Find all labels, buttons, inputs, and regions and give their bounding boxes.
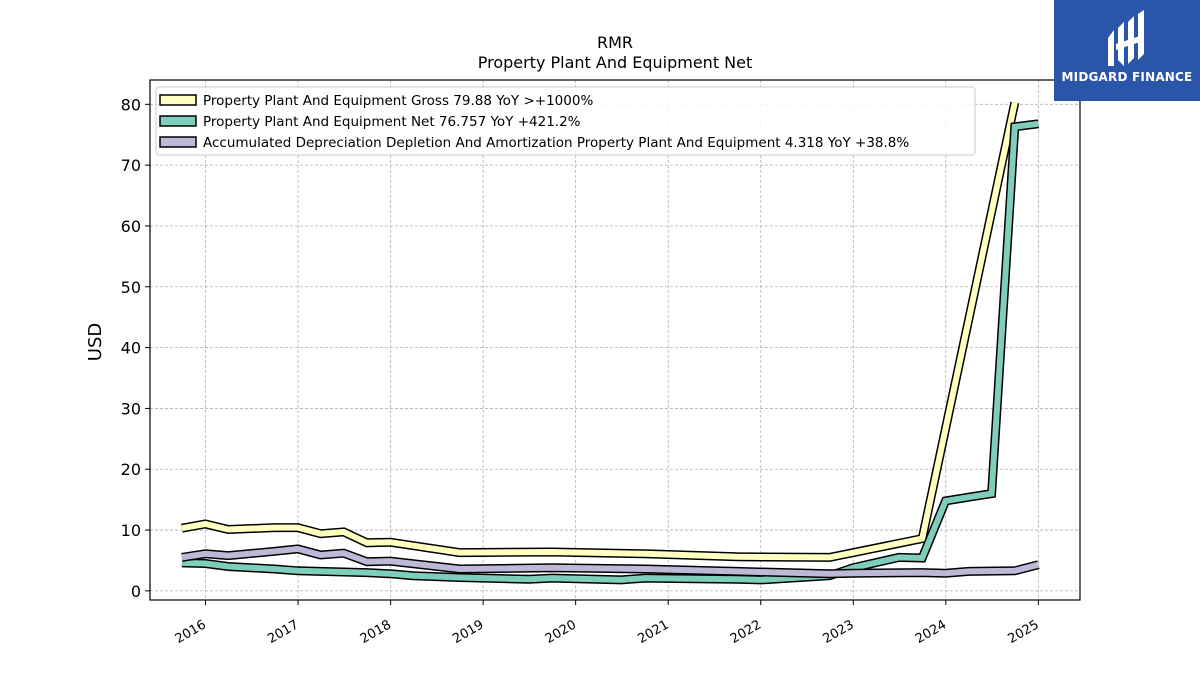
x-tick-label: 2020	[543, 617, 579, 647]
legend-items: Property Plant And Equipment Gross 79.88…	[159, 93, 909, 151]
legend-label: Property Plant And Equipment Net 76.757 …	[203, 114, 581, 130]
y-tick-label: 50	[121, 278, 141, 297]
x-tick-label: 2019	[450, 617, 486, 647]
legend-label: Property Plant And Equipment Gross 79.88…	[203, 93, 593, 109]
x-tick-label: 2022	[728, 617, 764, 647]
y-tick-label: 40	[121, 339, 141, 358]
legend: Property Plant And Equipment Gross 79.88…	[155, 86, 976, 156]
midgard-logo-mark-icon	[1108, 10, 1144, 66]
x-tick-label: 2021	[635, 617, 671, 647]
y-tick-label: 20	[121, 460, 141, 479]
brand-logo-text: MIDGARD FINANCE	[1061, 70, 1193, 84]
series-stroke	[181, 101, 1018, 561]
x-tick-label: 2018	[358, 617, 394, 647]
legend-swatch	[159, 136, 197, 148]
grid-lines	[150, 80, 1080, 600]
legend-item-1: Property Plant And Equipment Gross 79.88…	[159, 93, 593, 109]
x-axis-ticks: 2016 2017 2018 2019 2020 2021 2022 2023 2024 2025	[173, 600, 1042, 647]
series-lines	[181, 101, 1040, 585]
series-outline	[181, 119, 1039, 585]
chart-title: RMR	[597, 33, 633, 52]
y-tick-label: 80	[121, 95, 141, 114]
x-tick-label: 2017	[265, 617, 301, 647]
y-tick-label: 10	[121, 521, 141, 540]
legend-swatch	[159, 115, 197, 127]
chart-subtitle: Property Plant And Equipment Net	[478, 53, 753, 72]
x-tick-label: 2016	[173, 617, 209, 647]
series-stroke	[181, 545, 1040, 577]
y-axis-ticks: 0 10 20 30 40 50 60 70 80	[121, 95, 150, 601]
y-tick-label: 0	[131, 582, 141, 601]
x-tick-label: 2024	[913, 617, 949, 647]
y-axis-label: USD	[85, 323, 106, 361]
legend-label: Accumulated Depreciation Depletion And A…	[203, 135, 909, 151]
x-tick-label: 2023	[820, 617, 856, 647]
y-tick-label: 70	[121, 156, 141, 175]
y-tick-label: 30	[121, 399, 141, 418]
series-line-2	[181, 119, 1039, 585]
legend-box	[155, 86, 976, 156]
series-stroke	[181, 120, 1039, 583]
plot-frame	[149, 79, 1081, 601]
brand-logo: MIDGARD FINANCE	[1054, 0, 1200, 101]
y-tick-label: 60	[121, 217, 141, 236]
series-line-1	[181, 101, 1020, 562]
legend-item-2: Property Plant And Equipment Net 76.757 …	[159, 114, 581, 130]
x-tick-label: 2025	[1006, 617, 1042, 647]
legend-swatch	[159, 94, 197, 106]
series-line-3	[181, 544, 1040, 579]
series-outline	[181, 101, 1020, 562]
legend-item-3: Accumulated Depreciation Depletion And A…	[159, 135, 909, 151]
